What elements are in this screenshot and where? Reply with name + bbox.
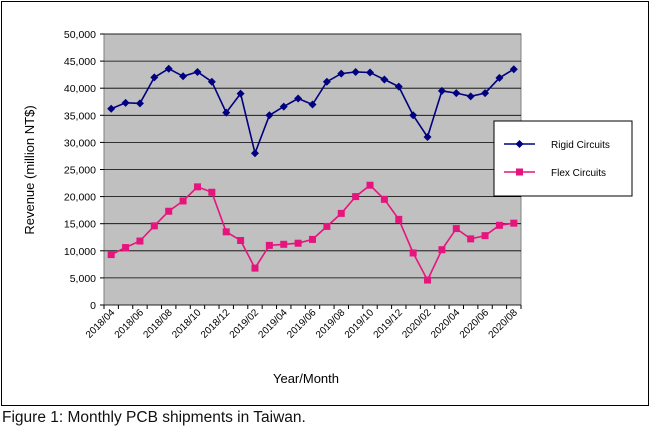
series-flex-circuits [107,181,518,284]
x-axis-label: Year/Month [273,371,339,386]
data-point [467,235,475,243]
data-point [294,94,303,103]
data-point [150,73,159,82]
x-tick-label: 2019/10 [343,307,377,341]
data-point [394,82,403,91]
x-tick-label: 2019/02 [228,307,262,341]
x-tick-label: 2020/02 [400,307,434,341]
data-point [250,149,259,158]
data-point [107,104,116,113]
x-tick-label: 2020/04 [429,307,463,341]
data-point [135,99,144,108]
data-point [395,215,403,223]
x-tick-label: 2018/06 [113,307,147,341]
y-tick-label: 0 [90,300,96,312]
data-point [236,89,245,98]
data-point [337,209,345,217]
data-point [265,111,274,120]
data-point [495,221,503,229]
data-point [509,65,518,74]
data-point [179,197,187,205]
data-point [466,92,475,101]
y-tick-label: 5,000 [70,273,96,285]
data-point [237,237,245,245]
data-point [294,239,302,247]
data-point [423,132,432,141]
data-point [251,264,259,272]
data-point [164,64,173,73]
data-point [323,222,331,230]
y-tick-label: 40,000 [64,83,96,95]
data-point [193,67,202,76]
data-point [121,98,130,107]
data-point [366,68,375,77]
line-chart: 0 5,000 10,000 15,000 20,000 25,000 30,000 35,0… [22,29,633,386]
x-tick-label: 2018/04 [84,307,118,341]
legend-rigid-marker [515,140,524,148]
data-point [150,222,158,230]
data-point [308,100,317,109]
data-point [437,86,446,95]
data-point [380,195,388,203]
data-point [107,251,115,259]
x-tick-label: 2018/08 [141,307,175,341]
x-tick-label: 2019/08 [314,307,348,341]
legend-flex-marker [516,168,523,176]
data-point [352,193,360,201]
data-point [409,111,418,120]
data-point [366,181,374,189]
legend: Rigid Circuits Flex Circuits [493,120,633,197]
y-tick-label: 35,000 [64,110,96,122]
y-tick-label: 10,000 [64,246,96,258]
legend-box [493,120,633,197]
legend-rigid-label: Rigid Circuits [551,140,610,151]
x-tick-label: 2020/06 [458,307,492,341]
data-point [222,228,230,236]
data-point [409,249,417,257]
data-point [481,232,489,240]
data-point [193,183,201,191]
x-tick-label: 2019/04 [257,307,291,341]
data-point [207,77,216,86]
data-point [265,241,273,249]
data-point [337,69,346,78]
y-tick-label: 30,000 [64,137,96,149]
data-point [279,102,288,111]
data-point [179,72,188,81]
data-point [136,237,144,245]
data-point [438,246,446,254]
series-rigid-circuits [107,64,518,158]
data-point [510,219,518,227]
data-point [208,188,216,196]
data-point [380,75,389,84]
data-point [309,235,316,243]
legend-flex-label: Flex Circuits [551,168,606,179]
data-point [165,207,173,215]
x-tick-label: 2020/08 [487,307,521,341]
data-point [481,89,490,98]
data-point [452,225,460,233]
data-point [351,67,360,76]
data-point [452,89,461,98]
data-point [322,77,331,86]
x-tick-label: 2019/06 [285,307,319,341]
data-point [280,240,288,248]
figure-caption: Figure 1: Monthly PCB shipments in Taiwa… [2,409,306,426]
y-tick-label: 15,000 [64,219,96,231]
y-tick-label: 25,000 [64,165,96,177]
data-point [495,73,504,82]
y-axis-label: Revenue (million NT$) [22,105,37,234]
x-tick-label: 2018/12 [199,307,233,341]
data-point [424,276,432,284]
y-tick-label: 20,000 [64,192,96,204]
x-tick-label: 2018/10 [170,307,204,341]
data-point [222,108,231,117]
x-tick-label: 2019/12 [372,307,406,341]
y-tick-label: 45,000 [64,56,96,68]
y-tick-label: 50,000 [64,29,96,41]
data-point [122,244,130,252]
